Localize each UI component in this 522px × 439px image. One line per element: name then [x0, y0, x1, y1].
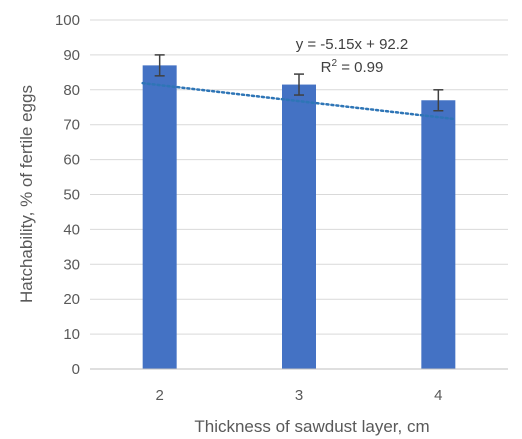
bars	[142, 65, 456, 370]
trendline-equation: y = -5.15x + 92.2	[296, 36, 409, 53]
trendline-r-squared: R2 = 0.99	[321, 58, 384, 76]
x-tick-label: 4	[434, 387, 442, 404]
y-tick-label: 100	[55, 12, 80, 29]
y-tick-labels: 0 10 20 30 40 50 60 70 80 90 100	[55, 12, 80, 378]
x-tick-labels: 2 3 4	[155, 387, 442, 404]
y-tick-label: 70	[63, 117, 80, 134]
y-tick-label: 10	[63, 326, 80, 343]
error-bars	[154, 54, 444, 112]
y-tick-label: 90	[63, 47, 80, 64]
x-tick-label: 2	[155, 387, 163, 404]
bar	[421, 100, 456, 370]
y-tick-label: 50	[63, 187, 80, 204]
y-axis-title: Hatchability, % of fertile eggs	[17, 85, 36, 303]
y-tick-label: 60	[63, 152, 80, 169]
trendline	[141, 81, 457, 121]
y-tick-label: 80	[63, 82, 80, 99]
y-tick-label: 30	[63, 256, 80, 273]
x-tick-label: 3	[295, 387, 303, 404]
y-tick-label: 20	[63, 291, 80, 308]
bar	[282, 84, 316, 369]
x-axis-title: Thickness of sawdust layer, cm	[194, 417, 429, 436]
y-tick-label: 40	[63, 221, 80, 238]
bar	[142, 65, 177, 370]
y-tick-label: 0	[72, 361, 80, 378]
